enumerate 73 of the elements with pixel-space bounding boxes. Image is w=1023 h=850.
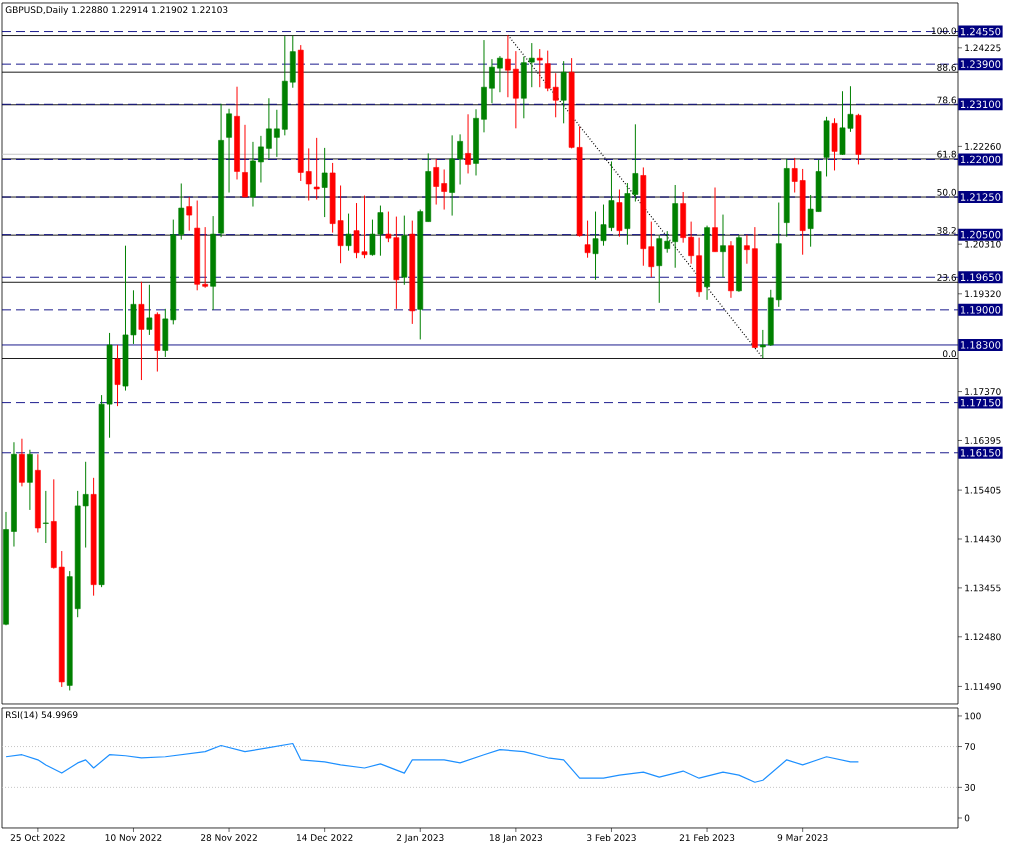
x-tick-label: 25 Oct 2022 [10,834,65,841]
candlestick [584,220,591,259]
x-tick-label: 3 Feb 2023 [587,834,636,842]
annotation: 78.6 [937,96,957,104]
ref-line-label: 1.21250 [960,193,1001,201]
chart-title: GBPUSD,Daily 1.22880 1.22914 1.21902 1.22103 [5,6,228,15]
ref-line-label: 1.20500 [960,230,1001,239]
ref-line-label: 1.22000 [960,155,1001,164]
y-tick-label: 0 [964,814,970,822]
y-tick-label: 1.16395 [965,437,1001,444]
ref-line-label: 1.18300 [960,341,1001,349]
ref-line-label: 1.23100 [960,100,1001,109]
candlestick [505,34,511,98]
candlestick [489,58,495,104]
candlestick [313,137,320,201]
candlestick [720,214,726,278]
ref-line-label: 1.19650 [960,273,1001,282]
x-tick-label: 10 Nov 2022 [105,834,162,841]
candlestick [274,109,280,158]
candlestick [258,135,264,183]
annotation: 50.0 [937,188,957,196]
candlestick [42,490,49,544]
candlestick [744,234,750,265]
x-tick-label: 28 Nov 2022 [201,834,257,841]
y-tick-label: 1.14430 [965,535,1001,543]
y-tick-label: 1.19320 [965,290,1001,298]
y-tick-label: 100 [965,712,981,720]
candlestick [146,284,153,336]
y-tick-label: 1.17370 [965,388,1001,395]
candlestick [321,147,328,218]
candlestick [441,168,448,211]
y-tick-label: 1.15405 [965,486,1001,494]
x-tick-label: 21 Feb 2023 [679,834,735,842]
candlestick [664,230,671,254]
chart-title: RSI(14) 54.9969 [6,711,78,720]
annotation: 38.2 [937,226,956,234]
candlestick [688,221,694,265]
candlestick [536,48,543,88]
candlestick [305,147,312,202]
annotation: 61.8 [937,150,956,158]
annotation: 23.6 [937,274,957,281]
candlestick [528,42,535,88]
candlestick [186,196,193,232]
ref-line-label: 1.16150 [960,448,1001,457]
candlestick [266,97,272,159]
x-tick-label: 9 Mar 2023 [777,834,828,841]
y-tick-label: 1.22260 [965,143,1001,150]
y-tick-label: 1.11490 [965,683,1001,690]
annotation: 0.0 [942,350,957,358]
y-tick-label: 1.24225 [965,44,1001,52]
candlestick [226,108,232,194]
candlestick [497,55,503,93]
annotation: 100.0 [931,27,957,35]
ref-line-label: 1.19000 [960,306,1001,314]
x-tick-label: 14 Dec 2022 [297,834,353,841]
annotation: 88.6 [937,63,957,71]
ref-line-label: 1.23900 [960,60,1001,68]
line-series [5,742,860,783]
x-tick-label: 18 Jan 2023 [489,834,542,843]
y-tick-label: 1.13455 [965,584,1001,592]
ref-line-label: 1.24550 [960,27,1001,36]
ref-line-label: 1.17150 [960,398,1001,407]
candlestick [202,226,209,289]
candlestick [345,213,352,252]
candlestick [457,133,463,185]
candlestick [759,329,766,359]
y-tick-label: 1.20310 [965,240,1001,248]
y-tick-label: 1.12480 [965,633,1001,641]
y-tick-label: 30 [964,783,976,791]
x-tick-label: 2 Jan 2023 [396,834,444,843]
candlestick [465,113,471,174]
candlestick [433,158,440,206]
y-tick-label: 70 [964,743,976,750]
